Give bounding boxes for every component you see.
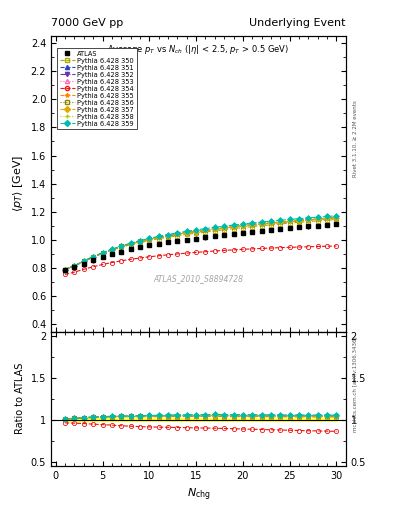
Text: mcplots.cern.ch [arXiv:1306.3436]: mcplots.cern.ch [arXiv:1306.3436] [353, 336, 358, 432]
X-axis label: $N_{\rm chg}$: $N_{\rm chg}$ [187, 486, 210, 503]
Legend: ATLAS, Pythia 6.428 350, Pythia 6.428 351, Pythia 6.428 352, Pythia 6.428 353, P: ATLAS, Pythia 6.428 350, Pythia 6.428 35… [57, 48, 137, 130]
Y-axis label: Ratio to ATLAS: Ratio to ATLAS [15, 363, 25, 434]
Y-axis label: $\langle p_T \rangle$ [GeV]: $\langle p_T \rangle$ [GeV] [11, 155, 25, 212]
Text: Rivet 3.1.10, ≥ 2.2M events: Rivet 3.1.10, ≥ 2.2M events [353, 100, 358, 177]
Text: ATLAS_2010_S8894728: ATLAS_2010_S8894728 [153, 274, 244, 283]
Text: Average $p_T$ vs $N_{ch}$ ($|\eta|$ < 2.5, $p_T$ > 0.5 GeV): Average $p_T$ vs $N_{ch}$ ($|\eta|$ < 2.… [107, 43, 290, 56]
Text: Underlying Event: Underlying Event [249, 18, 346, 28]
Text: 7000 GeV pp: 7000 GeV pp [51, 18, 123, 28]
